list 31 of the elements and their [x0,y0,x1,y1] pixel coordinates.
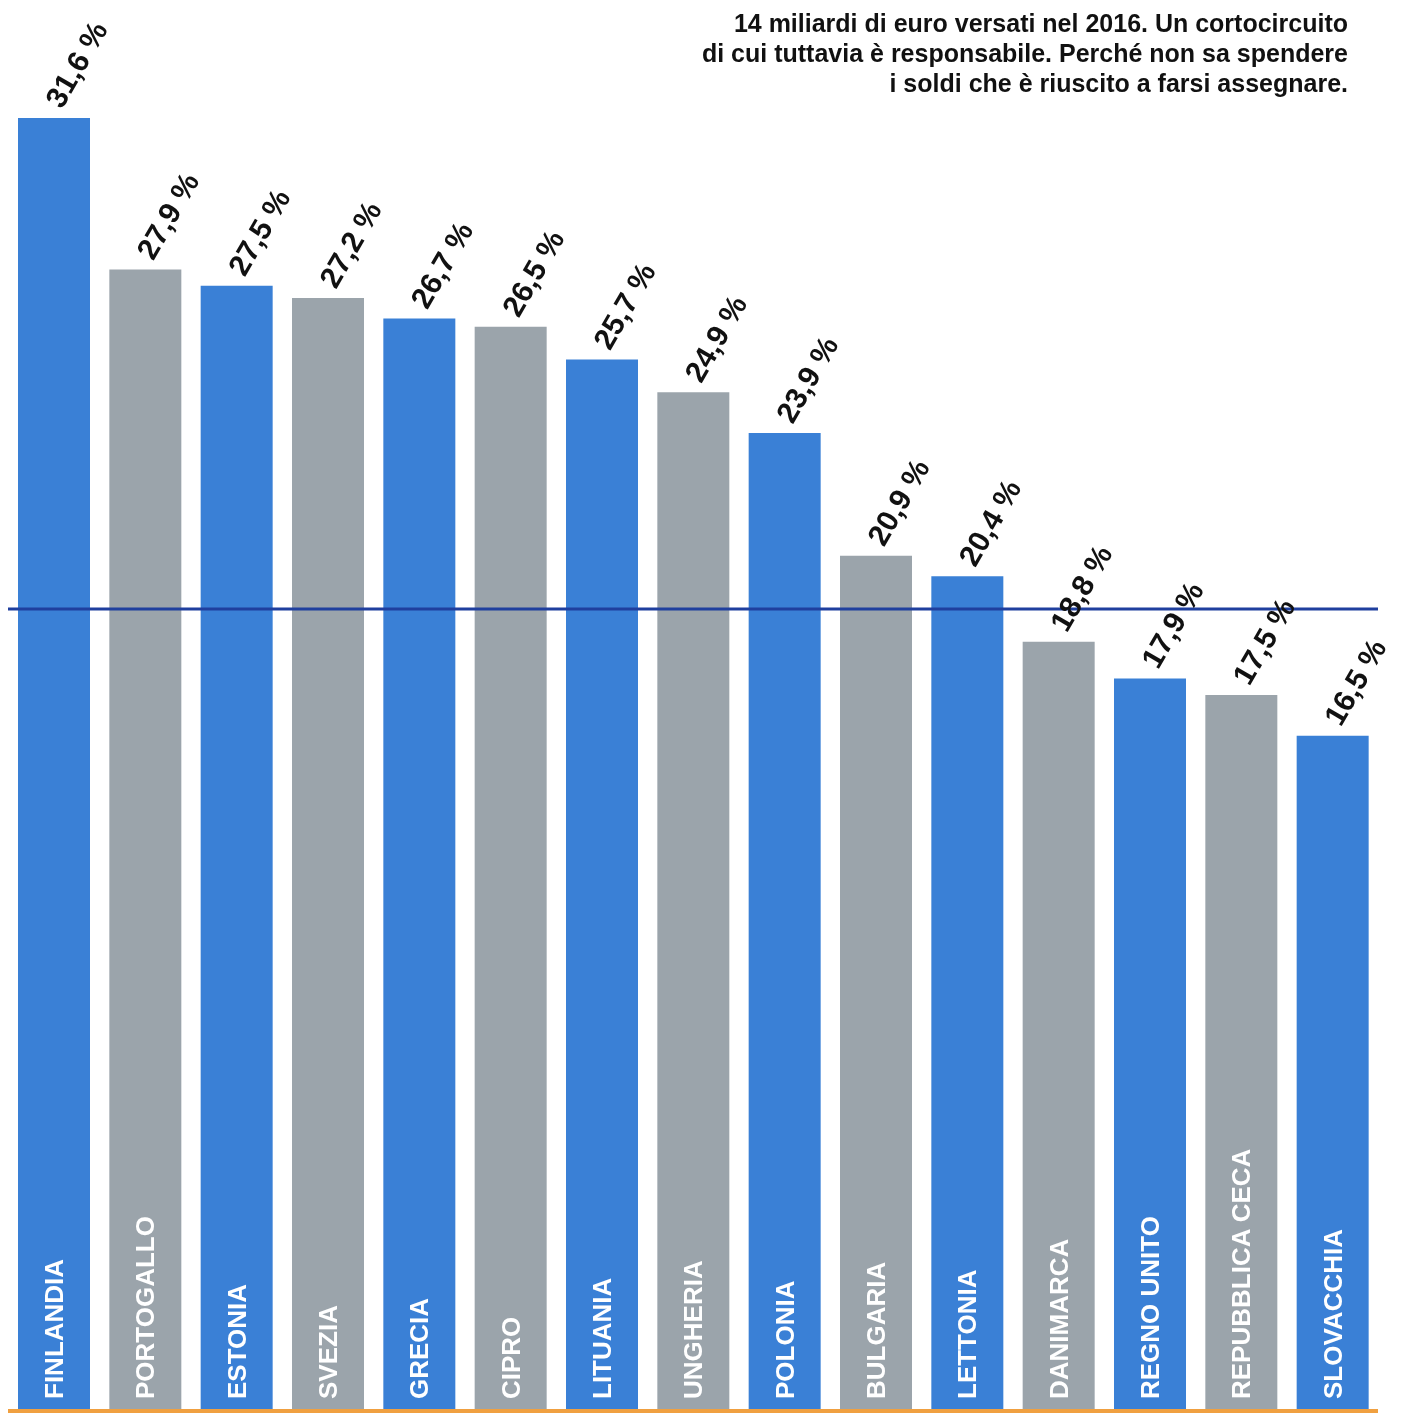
bar [840,555,912,1411]
x-tick-label: FINLANDIA [39,1258,69,1399]
x-tick-label: BULGARIA [861,1261,891,1399]
x-tick-label: REPUBBLICA CECA [1226,1148,1257,1399]
x-tick-label: LETTONIA [952,1269,983,1399]
x-tick-label: PORTOGALLO [130,1216,161,1399]
bar [292,298,364,1411]
x-tick-label: SVEZIA [313,1304,343,1399]
bar [748,433,821,1411]
bar [657,392,730,1411]
bar [1114,678,1186,1411]
bar [109,269,182,1411]
x-tick-label: POLONIA [769,1280,800,1399]
bar [931,576,1004,1411]
bar [1205,694,1278,1411]
bar [18,118,90,1411]
x-tick-label: SLOVACCHIA [1317,1228,1348,1399]
x-tick-label: CIPRO [495,1316,526,1399]
x-tick-label: REGNO UNITO [1135,1216,1165,1399]
x-tick-label: ESTONIA [221,1283,252,1399]
x-tick-label: DANIMARCA [1043,1238,1074,1399]
bar [383,318,456,1411]
bar [1296,735,1369,1411]
x-tick-label: GRECIA [404,1297,435,1399]
chart-subtitle: 14 miliardi di euro versati nel 2016. Un cortocircuito di cui tuttavia è responsabile. Perché non sa spendere i soldi che è riuscito a farsi assegnare. [701,8,1348,98]
bar [566,359,638,1411]
x-tick-label: LITUANIA [587,1277,617,1399]
bar [200,285,273,1411]
bar [474,326,547,1411]
x-tick-label: UNGHERIA [678,1260,709,1399]
bar [1022,641,1095,1411]
